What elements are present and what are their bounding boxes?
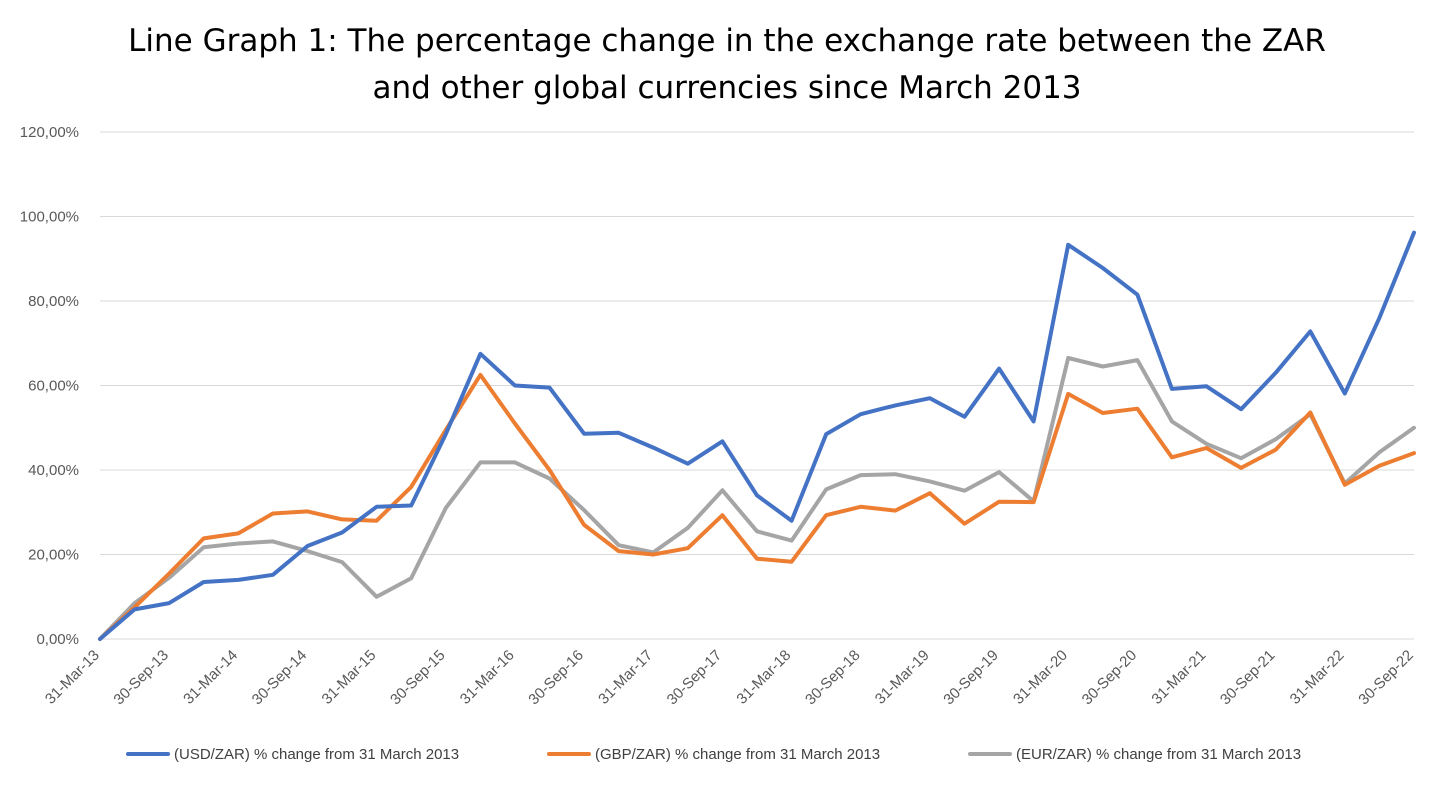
y-tick-label: 60,00% bbox=[28, 378, 79, 395]
legend: (USD/ZAR) % change from 31 March 2013 (GB… bbox=[126, 746, 1301, 763]
y-tick-label: 40,00% bbox=[28, 462, 79, 479]
y-tick-label: 120,00% bbox=[20, 124, 79, 141]
series-lines bbox=[98, 230, 1416, 641]
legend-label: (USD/ZAR) % change from 31 March 2013 bbox=[174, 746, 459, 763]
y-tick-label: 0,00% bbox=[36, 631, 79, 648]
y-tick-label: 80,00% bbox=[28, 293, 79, 310]
legend-label: (GBP/ZAR) % change from 31 March 2013 bbox=[595, 746, 880, 763]
legend-label: (EUR/ZAR) % change from 31 March 2013 bbox=[1016, 746, 1301, 763]
y-axis-ticks: 0,00% 20,00% 40,00% 60,00% 80,00% 100,00% 120,… bbox=[20, 124, 79, 648]
y-tick-label: 20,00% bbox=[28, 547, 79, 564]
chart-title-line-1: Line Graph 1: The percentage change in t… bbox=[128, 23, 1326, 59]
series-line-2 bbox=[98, 356, 1416, 641]
chart-title-line-2: and other global currencies since March … bbox=[372, 70, 1081, 106]
series-line-0 bbox=[98, 230, 1416, 641]
series-line-1 bbox=[98, 372, 1416, 641]
y-tick-label: 100,00% bbox=[20, 209, 79, 226]
